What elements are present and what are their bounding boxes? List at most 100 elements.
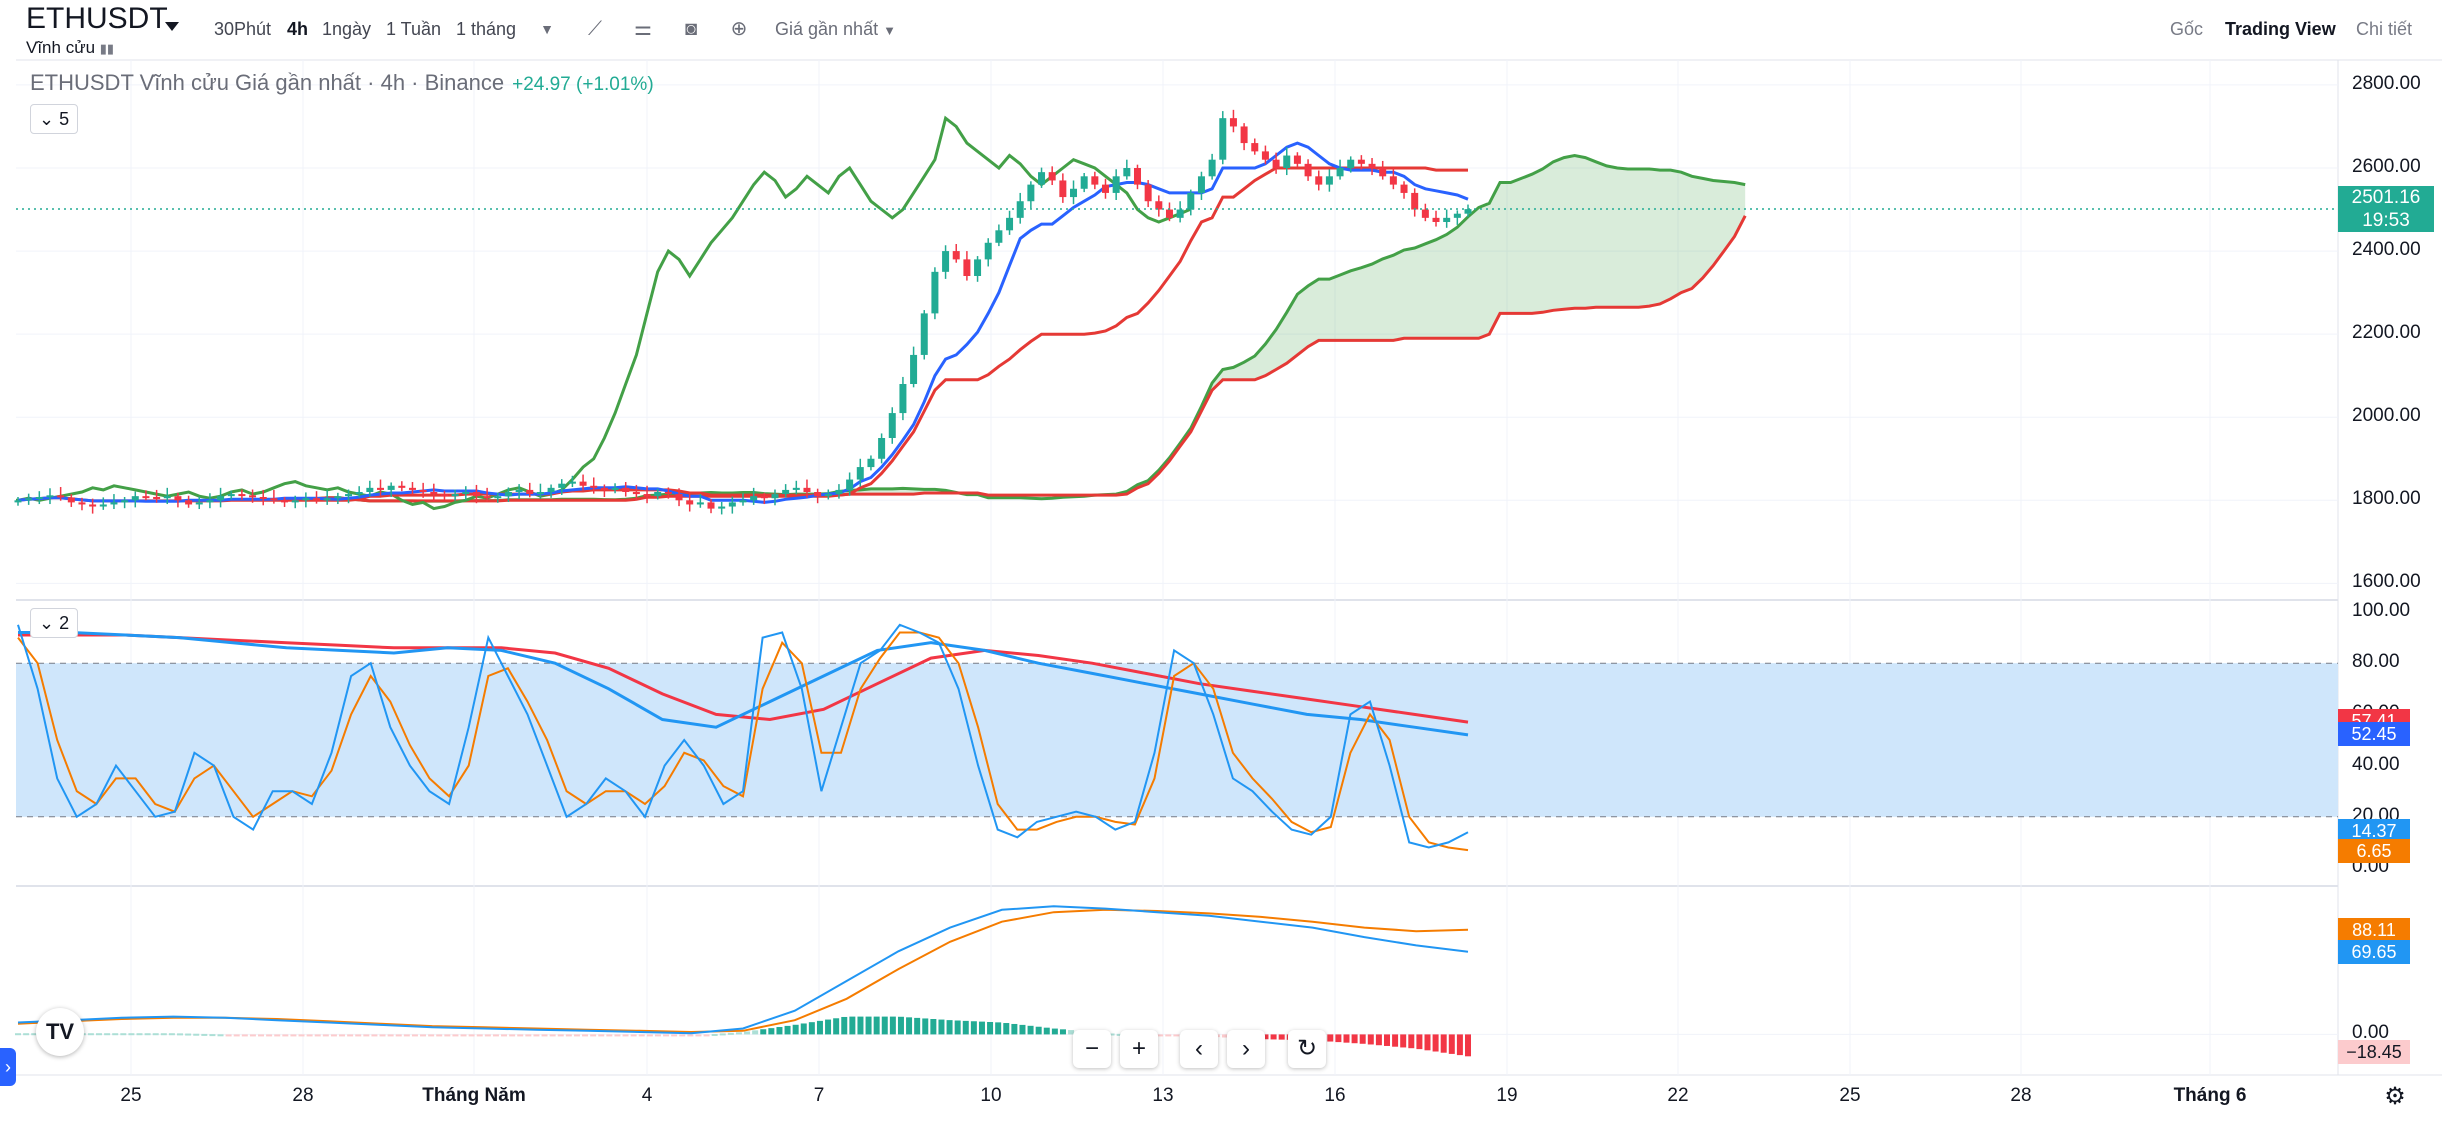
macd-line bbox=[17, 905, 1469, 1035]
candle-body bbox=[718, 506, 726, 509]
macd-histogram-bar bbox=[1059, 1029, 1066, 1035]
macd-histogram-bar bbox=[1035, 1026, 1042, 1035]
symbol-dropdown-icon[interactable] bbox=[165, 22, 179, 31]
candle-body bbox=[270, 498, 278, 501]
candle-body bbox=[1389, 176, 1397, 185]
timeframe-1m[interactable]: 1 tháng bbox=[456, 19, 517, 39]
indicators-icon[interactable]: ⟋ bbox=[588, 18, 602, 40]
x-axis-label: 28 bbox=[2010, 1085, 2032, 1106]
macd-histogram-bar bbox=[509, 1034, 516, 1037]
candle-body bbox=[888, 413, 896, 438]
candle-body bbox=[195, 502, 203, 505]
macd-histogram-bar bbox=[881, 1016, 888, 1035]
chart-grid bbox=[0, 59, 2442, 1076]
macd-histogram-bar bbox=[1351, 1034, 1358, 1044]
macd-histogram-bar bbox=[906, 1017, 913, 1035]
macd-histogram-bar bbox=[233, 1034, 240, 1037]
stoch-slow-blue-line bbox=[18, 631, 1469, 737]
candle-body bbox=[238, 494, 246, 497]
candle-body bbox=[185, 500, 193, 505]
x-axis-label: 7 bbox=[813, 1085, 825, 1106]
candle-body bbox=[1123, 168, 1131, 177]
macd-histogram-bar bbox=[533, 1034, 540, 1037]
camera-icon[interactable]: ◙ bbox=[684, 18, 698, 40]
symbol-name[interactable]: ETHUSDT bbox=[26, 2, 168, 35]
macd-histogram-bar bbox=[1424, 1034, 1431, 1051]
link-tradingview[interactable]: Trading View bbox=[2225, 19, 2336, 39]
stoch-value-tag: 52.45 bbox=[2338, 721, 2410, 746]
tradingview-logo[interactable]: TV bbox=[36, 1008, 84, 1056]
macd-histogram-bar bbox=[816, 1020, 823, 1035]
macd-histogram-bar bbox=[1019, 1024, 1026, 1035]
timeframe-1d[interactable]: 1ngày bbox=[322, 19, 372, 39]
indicators-collapse-button[interactable]: ⌄ 5 bbox=[30, 104, 79, 134]
macd-histogram-bar bbox=[452, 1034, 459, 1037]
zoom-out-button[interactable]: − bbox=[1073, 1030, 1111, 1068]
macd-histogram-bar bbox=[938, 1019, 945, 1035]
timeframe-4h[interactable]: 4h bbox=[287, 19, 309, 39]
candle-body bbox=[1112, 176, 1120, 193]
stoch-collapse-button[interactable]: ⌄ 2 bbox=[30, 608, 79, 638]
macd-histogram-bar bbox=[306, 1034, 313, 1037]
candle-body bbox=[227, 494, 235, 497]
x-axis-label: 10 bbox=[980, 1085, 1002, 1106]
timeframe-1w[interactable]: 1 Tuần bbox=[386, 19, 442, 39]
macd-histogram-bar bbox=[1392, 1034, 1399, 1047]
scroll-right-button[interactable]: › bbox=[1227, 1030, 1265, 1068]
add-icon[interactable]: ⊕ bbox=[730, 18, 748, 40]
price-source-select[interactable]: Giá gần nhất ▼ bbox=[775, 19, 896, 39]
candle-body bbox=[782, 489, 790, 495]
macd-histogram-bar bbox=[1011, 1023, 1018, 1035]
macd-histogram-bar bbox=[1068, 1030, 1075, 1035]
stoch-tick-label: 80.00 bbox=[2352, 651, 2400, 673]
candle-body bbox=[675, 494, 683, 501]
candle-body bbox=[1379, 168, 1387, 177]
candle-body bbox=[611, 487, 619, 490]
gear-icon[interactable]: ⚙ bbox=[2384, 1083, 2406, 1110]
candle-body bbox=[963, 259, 971, 276]
settings-sliders-icon[interactable]: ⚌ bbox=[634, 18, 652, 40]
candle-body bbox=[750, 496, 758, 501]
reset-chart-button[interactable]: ↻ bbox=[1288, 1030, 1326, 1068]
candle-body bbox=[174, 496, 182, 501]
macd-histogram-bar bbox=[1043, 1027, 1050, 1035]
macd-histogram-bar bbox=[501, 1034, 508, 1037]
macd-histogram-bar bbox=[436, 1034, 443, 1037]
candle-body bbox=[398, 485, 406, 488]
macd-histogram-bar bbox=[1108, 1033, 1115, 1036]
link-details[interactable]: Chi tiết bbox=[2356, 19, 2413, 39]
macd-histogram-bar bbox=[347, 1034, 354, 1037]
candle-body bbox=[99, 504, 107, 507]
price-tick-label: 1600.00 bbox=[2352, 571, 2421, 593]
macd-histogram-bar bbox=[112, 1033, 119, 1036]
timeframe-30m[interactable]: 30Phút bbox=[214, 19, 272, 39]
macd-histogram-bar bbox=[573, 1034, 580, 1037]
candle-body bbox=[35, 496, 43, 499]
candle-body bbox=[515, 489, 523, 492]
macd-histogram-bar bbox=[800, 1023, 807, 1035]
link-original[interactable]: Gốc bbox=[2170, 19, 2204, 39]
candle-body bbox=[430, 492, 438, 495]
candle-body bbox=[547, 487, 555, 492]
macd-histogram-bar bbox=[565, 1034, 572, 1037]
macd-histogram-bar bbox=[922, 1018, 929, 1035]
sidebar-toggle-button[interactable]: › bbox=[0, 1048, 16, 1086]
macd-histogram-bar bbox=[606, 1034, 613, 1037]
zoom-in-button[interactable]: + bbox=[1120, 1030, 1158, 1068]
candle-body bbox=[1400, 184, 1408, 193]
candle-body bbox=[910, 354, 918, 384]
scroll-left-button[interactable]: ‹ bbox=[1180, 1030, 1218, 1068]
chevron-down-icon[interactable]: ▼ bbox=[540, 21, 554, 37]
macd-histogram-bar bbox=[274, 1034, 281, 1037]
price-tick-label: 2800.00 bbox=[2352, 72, 2421, 94]
candle-body bbox=[462, 492, 470, 495]
chevron-down-icon: ⌄ bbox=[39, 109, 55, 129]
stoch-value-tag: 6.65 bbox=[2338, 838, 2410, 863]
candle-body bbox=[46, 495, 54, 498]
candle-body bbox=[1261, 151, 1269, 160]
main-price-pane bbox=[14, 109, 2338, 515]
macd-histogram-bar bbox=[1408, 1034, 1415, 1049]
candle-body bbox=[867, 458, 875, 468]
macd-histogram-bar bbox=[1432, 1034, 1439, 1052]
